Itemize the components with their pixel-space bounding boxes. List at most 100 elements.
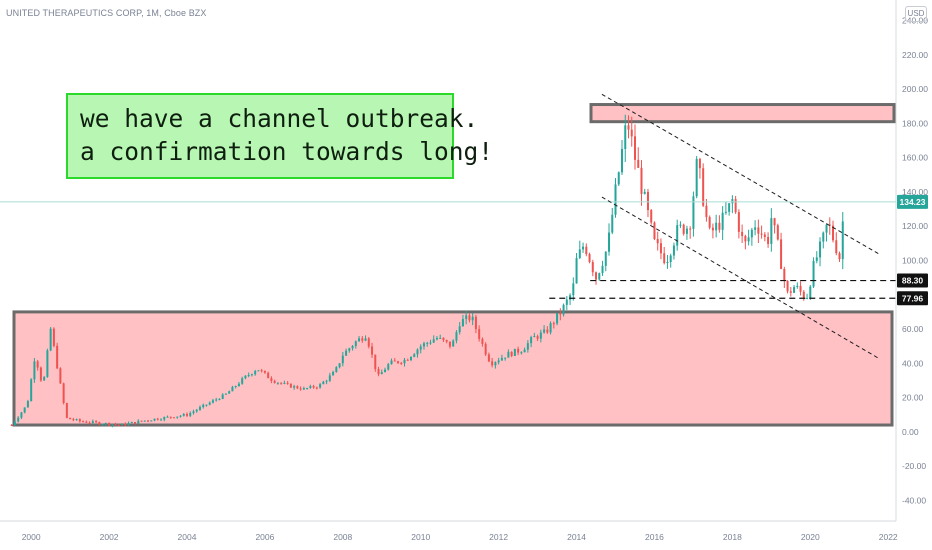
- candle-body: [646, 191, 649, 211]
- candle-body: [198, 407, 201, 410]
- candle-body: [692, 196, 695, 229]
- candle-body: [172, 417, 176, 419]
- candle-body: [471, 316, 474, 321]
- candle-body: [156, 418, 159, 420]
- channel-upper-line: [601, 93, 879, 255]
- currency-badge[interactable]: USD: [905, 6, 927, 22]
- candle-body: [124, 423, 127, 426]
- candle-body: [130, 421, 133, 424]
- candle-body: [413, 354, 416, 357]
- x-tick-label: 2000: [22, 532, 41, 542]
- candle-body: [608, 232, 611, 252]
- candle-body: [78, 419, 81, 422]
- x-tick-label: 2014: [567, 532, 586, 542]
- candle-body: [179, 415, 182, 417]
- candle-body: [455, 332, 458, 341]
- candle-body: [783, 268, 786, 281]
- candle-body: [695, 158, 698, 197]
- candle-body: [802, 291, 805, 299]
- candle-body: [371, 346, 374, 355]
- candle-body: [523, 349, 526, 353]
- candle-body: [244, 375, 247, 379]
- candle-body: [280, 382, 283, 384]
- candle-body: [23, 407, 26, 413]
- time-axis[interactable]: 2000 2002 2004 2006 2008 2010 2012 2014 2016 2018…: [22, 532, 898, 542]
- candle-body: [299, 388, 302, 390]
- candle-body: [189, 413, 192, 416]
- candle-body: [137, 420, 140, 424]
- candle-body: [533, 336, 536, 338]
- candle-body: [474, 316, 477, 330]
- candle-body: [604, 251, 607, 266]
- candle-body: [520, 352, 523, 354]
- candle-body: [572, 283, 575, 296]
- candle-body: [578, 249, 581, 259]
- candle-body: [62, 383, 65, 404]
- candle-body: [361, 338, 364, 341]
- candle-body: [793, 287, 796, 293]
- candle-body: [747, 237, 750, 242]
- resistance-support-zone: [589, 103, 896, 124]
- candle-body: [224, 393, 227, 395]
- candle-body: [598, 273, 601, 280]
- candle-body: [789, 291, 792, 293]
- candle-body: [705, 205, 708, 218]
- candle-body: [510, 351, 513, 356]
- candle-body: [650, 210, 653, 223]
- candle-body: [452, 340, 455, 347]
- candle-body: [367, 338, 370, 347]
- candle-body: [85, 421, 88, 423]
- candle-body: [195, 409, 198, 412]
- candle-body: [121, 423, 124, 425]
- candle-body: [419, 346, 422, 350]
- candle-body: [614, 184, 617, 215]
- candle-body: [377, 369, 380, 375]
- candle-body: [354, 341, 357, 347]
- candle-body: [384, 369, 387, 373]
- candle-body: [237, 383, 240, 387]
- candle-body: [773, 218, 776, 226]
- candle-body: [487, 354, 490, 362]
- candle-body: [825, 224, 828, 233]
- candle-body: [565, 299, 568, 305]
- annotation-line-2: a confirmation towards long!: [80, 137, 494, 166]
- y-tick-label: 140.00: [902, 187, 928, 197]
- y-tick-label: 0.00: [902, 427, 919, 437]
- candle-body: [98, 422, 101, 425]
- candle-body: [254, 371, 257, 375]
- candle-body: [400, 362, 403, 364]
- y-tick-label: 100.00: [902, 256, 928, 266]
- candle-body: [549, 323, 552, 333]
- candle-body: [741, 231, 744, 236]
- candle-body: [218, 398, 221, 400]
- candle-body: [640, 167, 643, 194]
- candle-body: [731, 199, 734, 204]
- candle-body: [143, 420, 146, 422]
- support-tag-bg: [897, 273, 928, 288]
- candle-body: [319, 384, 322, 388]
- candle-body: [744, 235, 747, 242]
- candle-body: [289, 383, 292, 388]
- x-tick-label: 2008: [333, 532, 352, 542]
- candle-body: [806, 297, 809, 299]
- candle-body: [257, 370, 260, 372]
- candle-body: [322, 381, 325, 385]
- candle-body: [211, 400, 214, 403]
- candle-body: [734, 199, 737, 213]
- candle-body: [685, 228, 688, 234]
- price-axis[interactable]: -40.00-20.000.0020.0040.0060.0080.00100.…: [902, 16, 928, 506]
- candle-body: [517, 348, 520, 353]
- candle-body: [546, 329, 549, 333]
- price-tags: 134.23 88.30 77.96: [897, 194, 928, 306]
- candle-body: [484, 343, 487, 355]
- candle-body: [536, 336, 539, 339]
- candle-body: [429, 342, 432, 344]
- text-annotation[interactable]: we have a channel outbreak. a confirmati…: [66, 93, 494, 179]
- candle-body: [500, 357, 503, 361]
- candle-body: [13, 421, 16, 426]
- candle-body: [757, 227, 760, 234]
- candle-body: [556, 313, 559, 324]
- candle-body: [458, 326, 461, 333]
- candle-body: [698, 158, 701, 169]
